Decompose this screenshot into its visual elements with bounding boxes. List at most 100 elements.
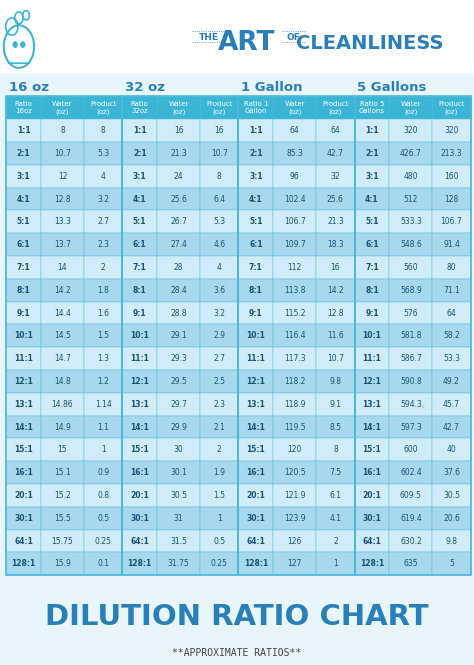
Text: 31.5: 31.5 [170, 537, 187, 545]
Text: 9:1: 9:1 [365, 309, 379, 317]
Text: 10.7: 10.7 [54, 149, 71, 158]
Text: 126: 126 [288, 537, 302, 545]
Text: Ratio 1
Gallon: Ratio 1 Gallon [244, 101, 268, 114]
Text: 115.2: 115.2 [284, 309, 306, 317]
Bar [238, 416, 273, 438]
Text: 15:1: 15:1 [14, 446, 33, 454]
Text: 9:1: 9:1 [249, 309, 263, 317]
Bar [355, 462, 390, 484]
Bar [84, 142, 122, 165]
Bar [200, 233, 238, 256]
Text: 7.5: 7.5 [329, 468, 341, 477]
Bar [390, 119, 432, 142]
Bar [390, 462, 432, 484]
Text: 1.6: 1.6 [97, 309, 109, 317]
Text: 28.8: 28.8 [170, 309, 187, 317]
Text: 120: 120 [288, 446, 302, 454]
Text: 123.9: 123.9 [284, 514, 306, 523]
Text: 29.9: 29.9 [170, 422, 187, 432]
Bar [238, 507, 273, 529]
Bar [84, 370, 122, 393]
Bar [84, 165, 122, 188]
Text: 30.5: 30.5 [170, 491, 187, 500]
Text: 80: 80 [447, 263, 456, 272]
Text: 7:1: 7:1 [133, 263, 146, 272]
Text: 1: 1 [101, 446, 106, 454]
Bar [122, 507, 157, 529]
Text: 4:1: 4:1 [365, 195, 379, 203]
Text: 102.4: 102.4 [284, 195, 306, 203]
Text: 15.75: 15.75 [52, 537, 73, 545]
Text: 5:1: 5:1 [133, 217, 146, 226]
Text: 3:1: 3:1 [133, 172, 146, 181]
Bar [316, 302, 355, 325]
Text: 4: 4 [100, 172, 106, 181]
Bar [6, 529, 41, 553]
Text: 8: 8 [60, 126, 65, 135]
Text: 635: 635 [403, 559, 418, 569]
Bar [390, 96, 432, 119]
Text: 30:1: 30:1 [246, 514, 265, 523]
Bar [200, 256, 238, 279]
Bar [355, 256, 390, 279]
Text: 11:1: 11:1 [363, 354, 382, 363]
Bar [6, 302, 41, 325]
Bar [200, 119, 238, 142]
Bar [157, 165, 200, 188]
Text: 590.8: 590.8 [400, 377, 422, 386]
Bar [84, 119, 122, 142]
Text: 4.1: 4.1 [329, 514, 341, 523]
Text: 1.3: 1.3 [97, 354, 109, 363]
Bar [273, 462, 316, 484]
Bar [157, 210, 200, 233]
Bar [200, 553, 238, 575]
Text: 112: 112 [288, 263, 302, 272]
Bar [84, 347, 122, 370]
Text: 121.9: 121.9 [284, 491, 306, 500]
Bar [390, 529, 432, 553]
Text: 1.5: 1.5 [97, 331, 109, 340]
Bar [238, 210, 273, 233]
Text: 3.6: 3.6 [213, 286, 225, 295]
Text: 45.7: 45.7 [443, 400, 460, 409]
Text: 10.7: 10.7 [327, 354, 344, 363]
Bar [200, 393, 238, 416]
Bar [157, 119, 200, 142]
Text: 14.8: 14.8 [54, 377, 71, 386]
Text: 71.1: 71.1 [443, 286, 460, 295]
Text: 30.5: 30.5 [443, 491, 460, 500]
Bar [316, 393, 355, 416]
Bar [122, 302, 157, 325]
Text: 0.5: 0.5 [97, 514, 109, 523]
Text: 213.3: 213.3 [441, 149, 462, 158]
Bar [200, 188, 238, 210]
Bar [41, 462, 84, 484]
Text: 512: 512 [404, 195, 418, 203]
Bar [238, 165, 273, 188]
Text: 20:1: 20:1 [363, 491, 382, 500]
Text: 2:1: 2:1 [249, 149, 263, 158]
Text: 630.2: 630.2 [400, 537, 422, 545]
Bar [84, 210, 122, 233]
Bar [432, 210, 471, 233]
Bar [84, 529, 122, 553]
Bar [273, 210, 316, 233]
Bar [84, 302, 122, 325]
Text: 2: 2 [333, 537, 338, 545]
Bar [238, 347, 273, 370]
Bar [41, 302, 84, 325]
Bar [273, 279, 316, 302]
Bar [122, 370, 157, 393]
Text: 40: 40 [447, 446, 456, 454]
Bar [157, 484, 200, 507]
Bar [6, 96, 41, 119]
Text: 320: 320 [404, 126, 418, 135]
Text: 609.5: 609.5 [400, 491, 422, 500]
Text: 15: 15 [58, 446, 67, 454]
Bar [355, 96, 390, 119]
Text: Product
(oz): Product (oz) [322, 101, 349, 114]
Bar [200, 96, 238, 119]
Text: 6:1: 6:1 [17, 240, 30, 249]
Bar [6, 210, 41, 233]
Bar [316, 347, 355, 370]
